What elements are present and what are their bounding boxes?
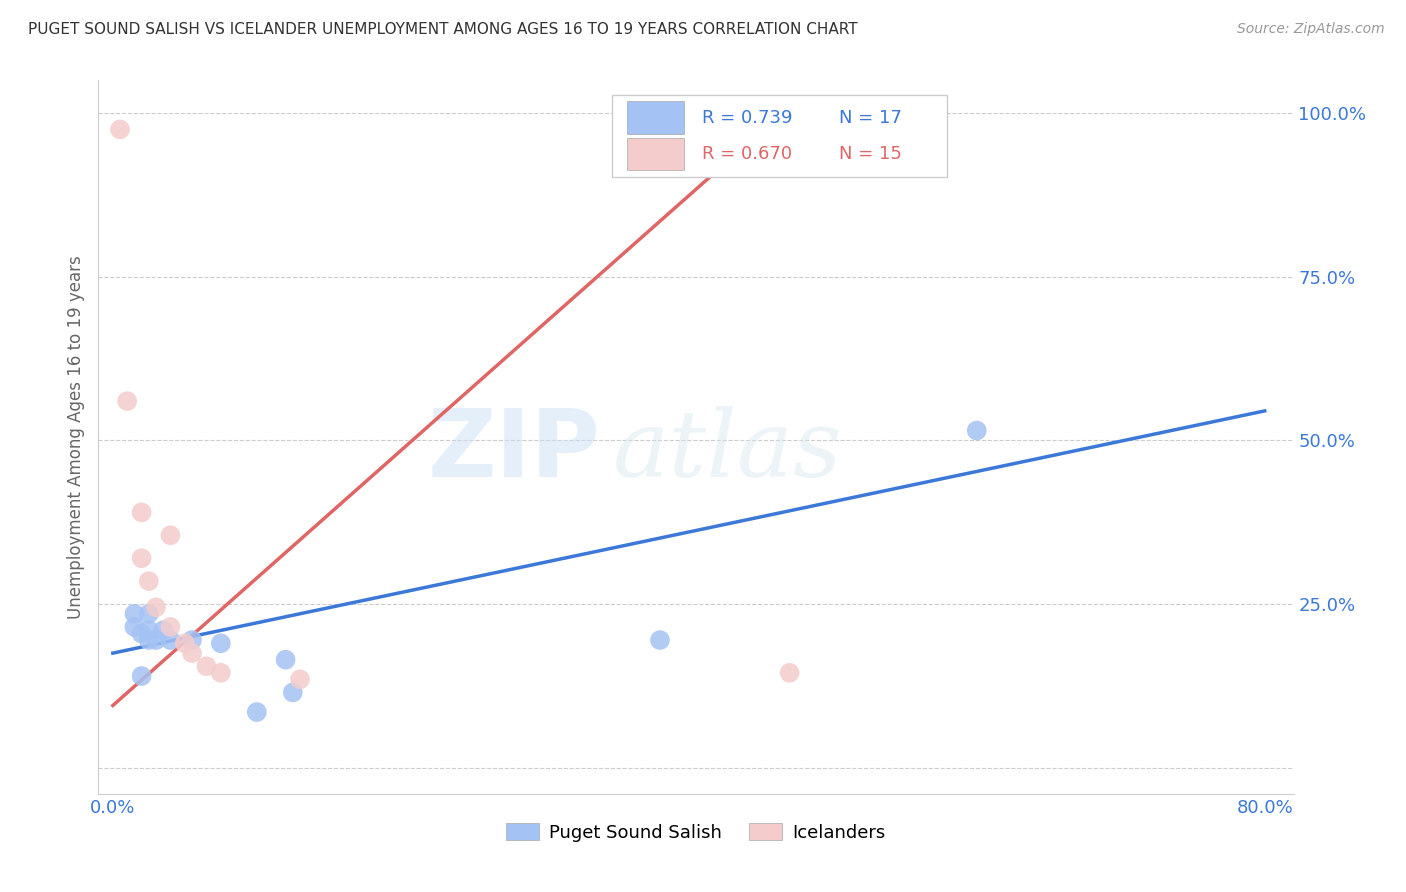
Point: [131, 505, 153, 519]
Point: [115, 394, 138, 409]
Text: atlas: atlas: [613, 407, 842, 496]
Point: [181, 633, 204, 648]
FancyBboxPatch shape: [627, 137, 685, 169]
Text: R = 0.739: R = 0.739: [702, 109, 793, 127]
Point: [145, 600, 167, 615]
Point: [209, 636, 232, 650]
Point: [281, 685, 304, 699]
Point: [131, 551, 153, 566]
FancyBboxPatch shape: [613, 95, 948, 177]
Point: [138, 574, 160, 588]
Text: R = 0.670: R = 0.670: [702, 145, 792, 162]
Point: [159, 528, 181, 542]
Y-axis label: Unemployment Among Ages 16 to 19 years: Unemployment Among Ages 16 to 19 years: [66, 255, 84, 619]
Point: [159, 633, 181, 648]
Point: [138, 624, 160, 638]
Point: [108, 122, 131, 136]
Point: [181, 646, 204, 660]
Point: [131, 669, 153, 683]
Point: [173, 636, 195, 650]
Point: [209, 665, 232, 680]
Point: [648, 633, 671, 648]
Point: [138, 607, 160, 621]
Text: N = 17: N = 17: [839, 109, 903, 127]
Point: [195, 659, 218, 673]
Point: [159, 620, 181, 634]
Point: [966, 424, 988, 438]
Point: [779, 665, 801, 680]
Text: Source: ZipAtlas.com: Source: ZipAtlas.com: [1237, 22, 1385, 37]
Point: [138, 633, 160, 648]
Point: [145, 633, 167, 648]
Text: N = 15: N = 15: [839, 145, 903, 162]
Point: [124, 607, 146, 621]
Text: PUGET SOUND SALISH VS ICELANDER UNEMPLOYMENT AMONG AGES 16 TO 19 YEARS CORRELATI: PUGET SOUND SALISH VS ICELANDER UNEMPLOY…: [28, 22, 858, 37]
Point: [288, 673, 311, 687]
Text: ZIP: ZIP: [427, 405, 600, 498]
Point: [634, 122, 657, 136]
FancyBboxPatch shape: [627, 102, 685, 134]
Point: [246, 705, 269, 719]
Point: [274, 653, 297, 667]
Point: [152, 624, 174, 638]
Point: [124, 620, 146, 634]
Legend: Puget Sound Salish, Icelanders: Puget Sound Salish, Icelanders: [499, 816, 893, 849]
Point: [131, 626, 153, 640]
